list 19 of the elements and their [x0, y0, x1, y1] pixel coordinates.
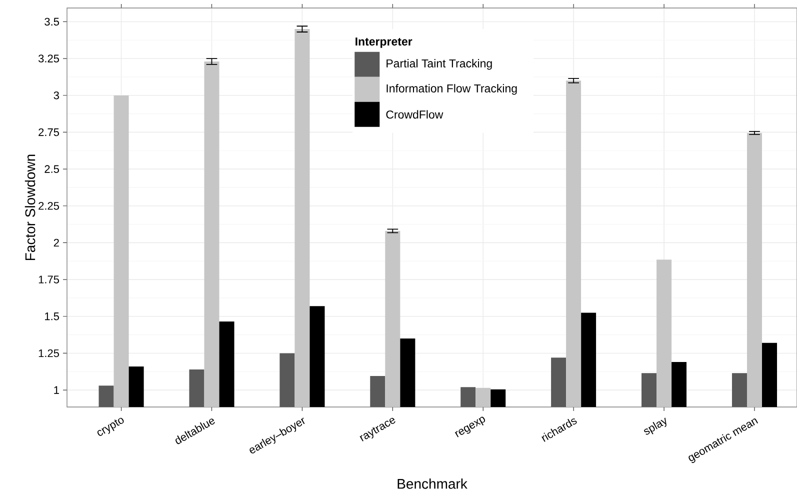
- legend-label: CrowdFlow: [386, 110, 444, 119]
- y-tick-label: 2.75: [38, 128, 59, 136]
- y-tick-label: 2.5: [44, 165, 59, 173]
- x-axis-title: Benchmark: [398, 478, 468, 489]
- y-tick-label: 1.25: [38, 349, 59, 358]
- legend-label: Partial Taint Tracking: [386, 59, 492, 70]
- y-axis-title: Factor Slowdown: [24, 154, 36, 260]
- legend-title: Interpreter: [356, 38, 412, 48]
- x-tick-label: splay: [644, 418, 666, 435]
- y-tick-label: 3.5: [44, 18, 59, 26]
- y-tick-label: 2.25: [38, 202, 59, 210]
- y-tick-label: 1: [54, 386, 59, 394]
- y-tick-label: 3.25: [38, 54, 59, 62]
- y-tick-label: 1.75: [38, 276, 59, 284]
- y-tick-label: 1.5: [45, 312, 59, 320]
- x-tick-label: crypto: [97, 418, 124, 436]
- legend-label: Information Flow Tracking: [386, 84, 517, 95]
- y-tick-label: 3: [54, 91, 59, 100]
- y-tick-label: 2: [54, 238, 59, 247]
